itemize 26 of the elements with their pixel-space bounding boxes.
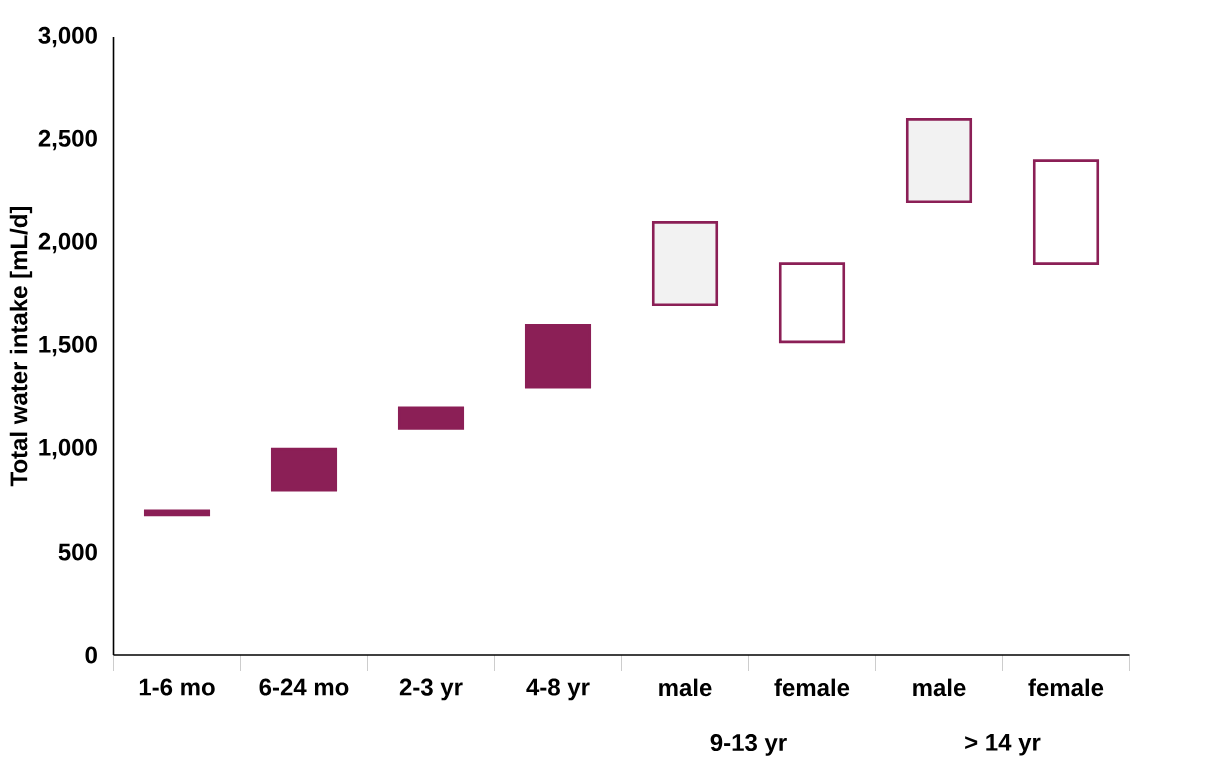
x-tick-label: 2-3 yr [399,678,463,701]
y-tick-label: 2,000 [38,232,97,254]
y-tick-label: 0 [85,646,97,664]
bar [397,406,465,430]
x-tick-label: female [1028,678,1104,697]
x-tick-label: male [659,678,712,697]
bar [778,262,846,344]
x-tick-label: 4-8 yr [526,678,590,701]
bar [524,324,592,389]
x-tick-label: male [913,678,966,697]
x-tick-label: 1-6 mo [139,678,215,696]
x-tick-label: 6-24 mo [259,678,349,696]
bar [143,509,211,517]
y-tick-label: 1,000 [39,438,97,460]
bar [270,447,338,492]
y-tick-label: 1,500 [39,335,97,357]
y-tick-label: 2,500 [38,129,97,151]
x-tick-label: female [774,678,850,697]
y-tick-label: 3,000 [38,26,97,48]
bar [651,221,719,307]
y-axis-title: Total water intake [mL/d] [9,206,33,487]
text: > 14 yr [965,734,1041,756]
y-tick-label: 500 [58,543,97,561]
text: 9-13 yr [710,734,787,756]
bar [1032,159,1100,265]
bar [905,118,973,204]
